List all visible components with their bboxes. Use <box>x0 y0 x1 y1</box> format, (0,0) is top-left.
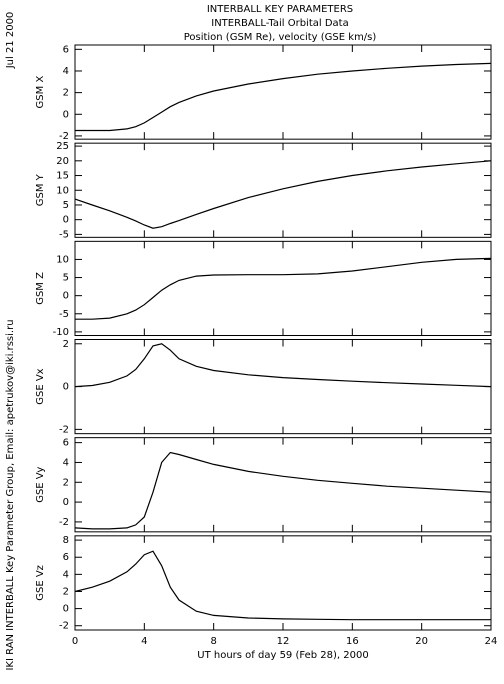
y-axis-label: GSM X <box>35 76 46 109</box>
y-tick-label: -10 <box>53 327 69 338</box>
y-tick-label: 0 <box>63 215 69 226</box>
y-tick-label: 10 <box>56 185 69 196</box>
y-tick-label: 4 <box>63 66 69 77</box>
x-tick-label: 0 <box>72 636 78 647</box>
y-tick-label: 4 <box>63 569 69 580</box>
data-line <box>74 343 492 388</box>
data-line <box>75 62 492 132</box>
data-line <box>74 550 491 621</box>
credit: IKI RAN INTERBALL Key Parameter Group, E… <box>5 319 16 670</box>
panel-frame <box>74 535 492 631</box>
panel-frame <box>74 44 492 140</box>
x-axis-label: UT hours of day 59 (Feb 28), 2000 <box>197 650 368 661</box>
y-tick-label: 2 <box>63 586 69 597</box>
y-tick-label: 2 <box>63 339 69 350</box>
title-line: INTERBALL-Tail Orbital Data <box>211 18 348 29</box>
panel-frame <box>74 142 492 238</box>
y-tick-label: -5 <box>59 309 69 320</box>
x-tick-label: 20 <box>415 636 428 647</box>
y-axis-label: GSE Vz <box>35 565 46 601</box>
y-tick-label: 0 <box>63 604 69 615</box>
data-line <box>74 160 492 229</box>
y-tick-label: -2 <box>59 621 69 632</box>
y-tick-label: 0 <box>63 291 69 302</box>
y-tick-label: 0 <box>63 382 69 393</box>
y-axis-label: GSM Z <box>35 272 46 305</box>
y-axis-label: GSM Y <box>35 173 46 206</box>
x-tick-label: 8 <box>210 636 216 647</box>
y-tick-label: -2 <box>59 424 69 435</box>
y-axis-label: GSE Vy <box>35 467 46 503</box>
y-tick-label: 0 <box>63 497 69 508</box>
panel-frame <box>74 240 492 336</box>
y-tick-label: 25 <box>56 141 69 152</box>
date: Jul 21 2000 <box>5 12 16 70</box>
y-tick-label: 15 <box>56 171 69 182</box>
y-tick-label: 8 <box>63 535 69 546</box>
y-tick-label: -2 <box>59 131 69 142</box>
y-tick-label: 20 <box>56 156 69 167</box>
data-line <box>74 451 492 530</box>
y-tick-label: 2 <box>63 477 69 488</box>
title-line: INTERBALL KEY PARAMETERS <box>207 4 353 15</box>
title-line: Position (GSM Re), velocity (GSE km/s) <box>184 32 377 43</box>
y-axis-label: GSE Vx <box>35 368 46 404</box>
data-line <box>75 257 492 320</box>
y-tick-label: 4 <box>63 457 69 468</box>
y-tick-label: -5 <box>59 229 69 240</box>
panel-frame <box>74 339 492 435</box>
x-tick-label: 24 <box>485 636 498 647</box>
x-tick-label: 12 <box>277 636 290 647</box>
y-tick-label: 10 <box>56 254 69 265</box>
y-tick-label: -2 <box>59 517 69 528</box>
y-tick-label: 6 <box>63 44 69 55</box>
y-tick-label: 5 <box>63 200 69 211</box>
panel-frame <box>74 437 492 533</box>
y-tick-label: 6 <box>63 552 69 563</box>
x-tick-label: 4 <box>141 636 147 647</box>
y-tick-label: 5 <box>63 273 69 284</box>
y-tick-label: 2 <box>63 88 69 99</box>
x-tick-label: 16 <box>346 636 359 647</box>
y-tick-label: 6 <box>63 438 69 449</box>
y-tick-label: 0 <box>63 109 69 120</box>
